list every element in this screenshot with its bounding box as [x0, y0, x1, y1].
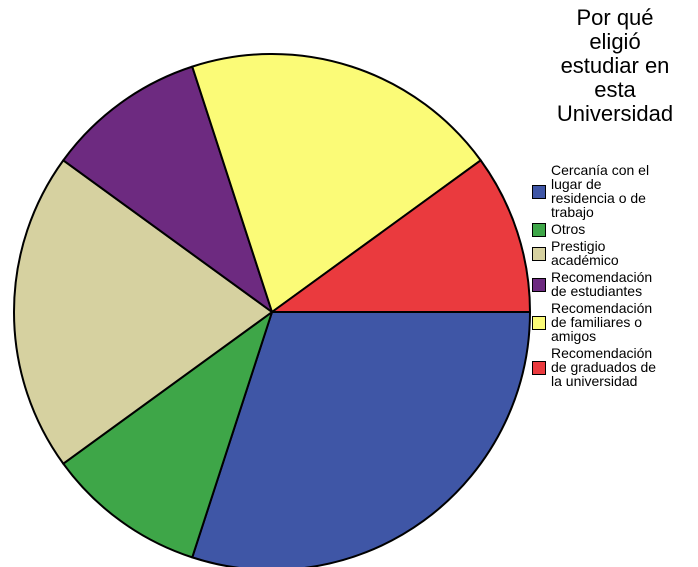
legend-label-3: Recomendación de estudiantes: [551, 269, 653, 299]
legend-item-4: Recomendación de familiares o amigos: [530, 301, 696, 343]
legend-item-1: Otros: [530, 221, 696, 237]
legend-label-4: Recomendación de familiares o amigos: [551, 300, 653, 344]
legend-label-5: Recomendación de graduados de la univers…: [551, 345, 657, 389]
legend-label-0: Cercanía con el lugar de residencia o de…: [551, 162, 650, 220]
legend-swatch-0: [532, 185, 546, 199]
legend-label-1: Otros: [551, 221, 586, 237]
legend-swatch-5: [532, 361, 546, 375]
legend-swatch-2: [532, 247, 546, 261]
legend-swatch-4: [532, 316, 546, 330]
legend: Cercanía con el lugar de residencia o de…: [530, 163, 696, 391]
legend-item-5: Recomendación de graduados de la univers…: [530, 346, 696, 388]
pie-slice-5: [271, 159, 531, 313]
legend-swatch-1: [532, 223, 546, 237]
pie-slice-3: [62, 65, 273, 313]
pie-slice-0: [191, 311, 531, 567]
legend-swatch-3: [532, 278, 546, 292]
pie-slice-1: [62, 311, 273, 559]
legend-item-3: Recomendación de estudiantes: [530, 270, 696, 298]
legend-title: Por qué eligió estudiar en esta Universi…: [556, 5, 674, 126]
legend-item-2: Prestigio académico: [530, 239, 696, 267]
pie-slice-2: [13, 159, 273, 465]
legend-label-2: Prestigio académico: [551, 238, 619, 268]
legend-item-0: Cercanía con el lugar de residencia o de…: [530, 163, 696, 219]
pie-slice-4: [191, 53, 482, 313]
